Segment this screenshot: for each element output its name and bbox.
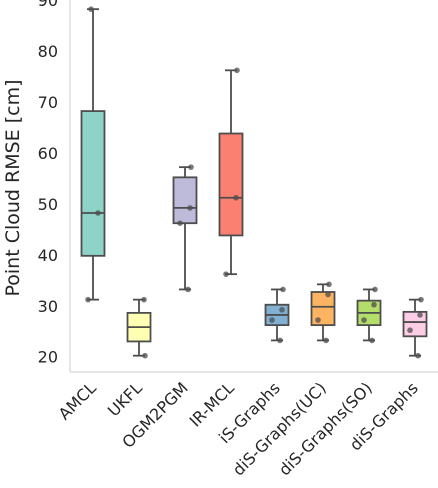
- box-iS-Graphs: [264, 286, 290, 344]
- data-point: [85, 296, 91, 303]
- box-IR-MCL: [218, 67, 244, 277]
- data-point: [269, 317, 275, 323]
- y-tick-label: 30: [38, 297, 58, 316]
- data-point: [223, 271, 229, 277]
- data-point: [141, 296, 147, 303]
- y-tick-label: 80: [38, 42, 58, 61]
- y-tick-label: 20: [38, 348, 58, 367]
- data-point: [177, 220, 183, 226]
- data-point: [371, 301, 377, 308]
- data-point: [326, 281, 332, 288]
- box-rect: [402, 310, 428, 338]
- box-rect: [80, 110, 106, 257]
- y-tick-label: 40: [38, 246, 58, 265]
- y-axis-title: Point Cloud RMSE [cm]: [2, 79, 24, 296]
- box-AMCL: [80, 6, 106, 303]
- data-point: [369, 337, 375, 344]
- box-diS-Graphs(SO): [356, 286, 382, 344]
- box-OGM2PGM: [172, 164, 198, 293]
- data-point: [277, 337, 283, 344]
- y-tick-label: 90: [38, 0, 58, 10]
- data-point: [280, 286, 286, 293]
- box-diS-Graphs: [402, 296, 428, 359]
- data-point: [279, 307, 285, 313]
- box-rect: [218, 132, 244, 237]
- box-diS-Graphs(UC): [310, 281, 336, 344]
- data-point: [188, 164, 194, 170]
- box-rect: [310, 291, 336, 327]
- y-tick-label: 60: [38, 144, 58, 163]
- data-point: [361, 317, 367, 323]
- data-point: [315, 317, 321, 323]
- data-point: [407, 327, 413, 334]
- data-point: [372, 286, 378, 293]
- axes-layer: [69, 0, 438, 373]
- data-point: [415, 352, 421, 359]
- data-point: [95, 210, 101, 216]
- x-tick-label: UKFL: [104, 378, 146, 420]
- boxes-layer: [80, 6, 428, 359]
- box-UKFL: [126, 296, 152, 359]
- data-point: [323, 337, 329, 344]
- y-tick-label: 70: [38, 93, 58, 112]
- data-point: [88, 6, 94, 12]
- data-point: [233, 194, 239, 201]
- y-tick-label: 50: [38, 195, 58, 214]
- box-rect: [172, 176, 198, 225]
- x-tick-label: AMCL: [55, 378, 100, 423]
- data-point: [417, 312, 423, 318]
- data-point: [142, 352, 148, 359]
- data-point: [325, 291, 331, 298]
- data-point: [234, 67, 240, 74]
- data-point: [185, 286, 191, 293]
- data-point: [418, 296, 424, 303]
- data-point: [187, 205, 193, 211]
